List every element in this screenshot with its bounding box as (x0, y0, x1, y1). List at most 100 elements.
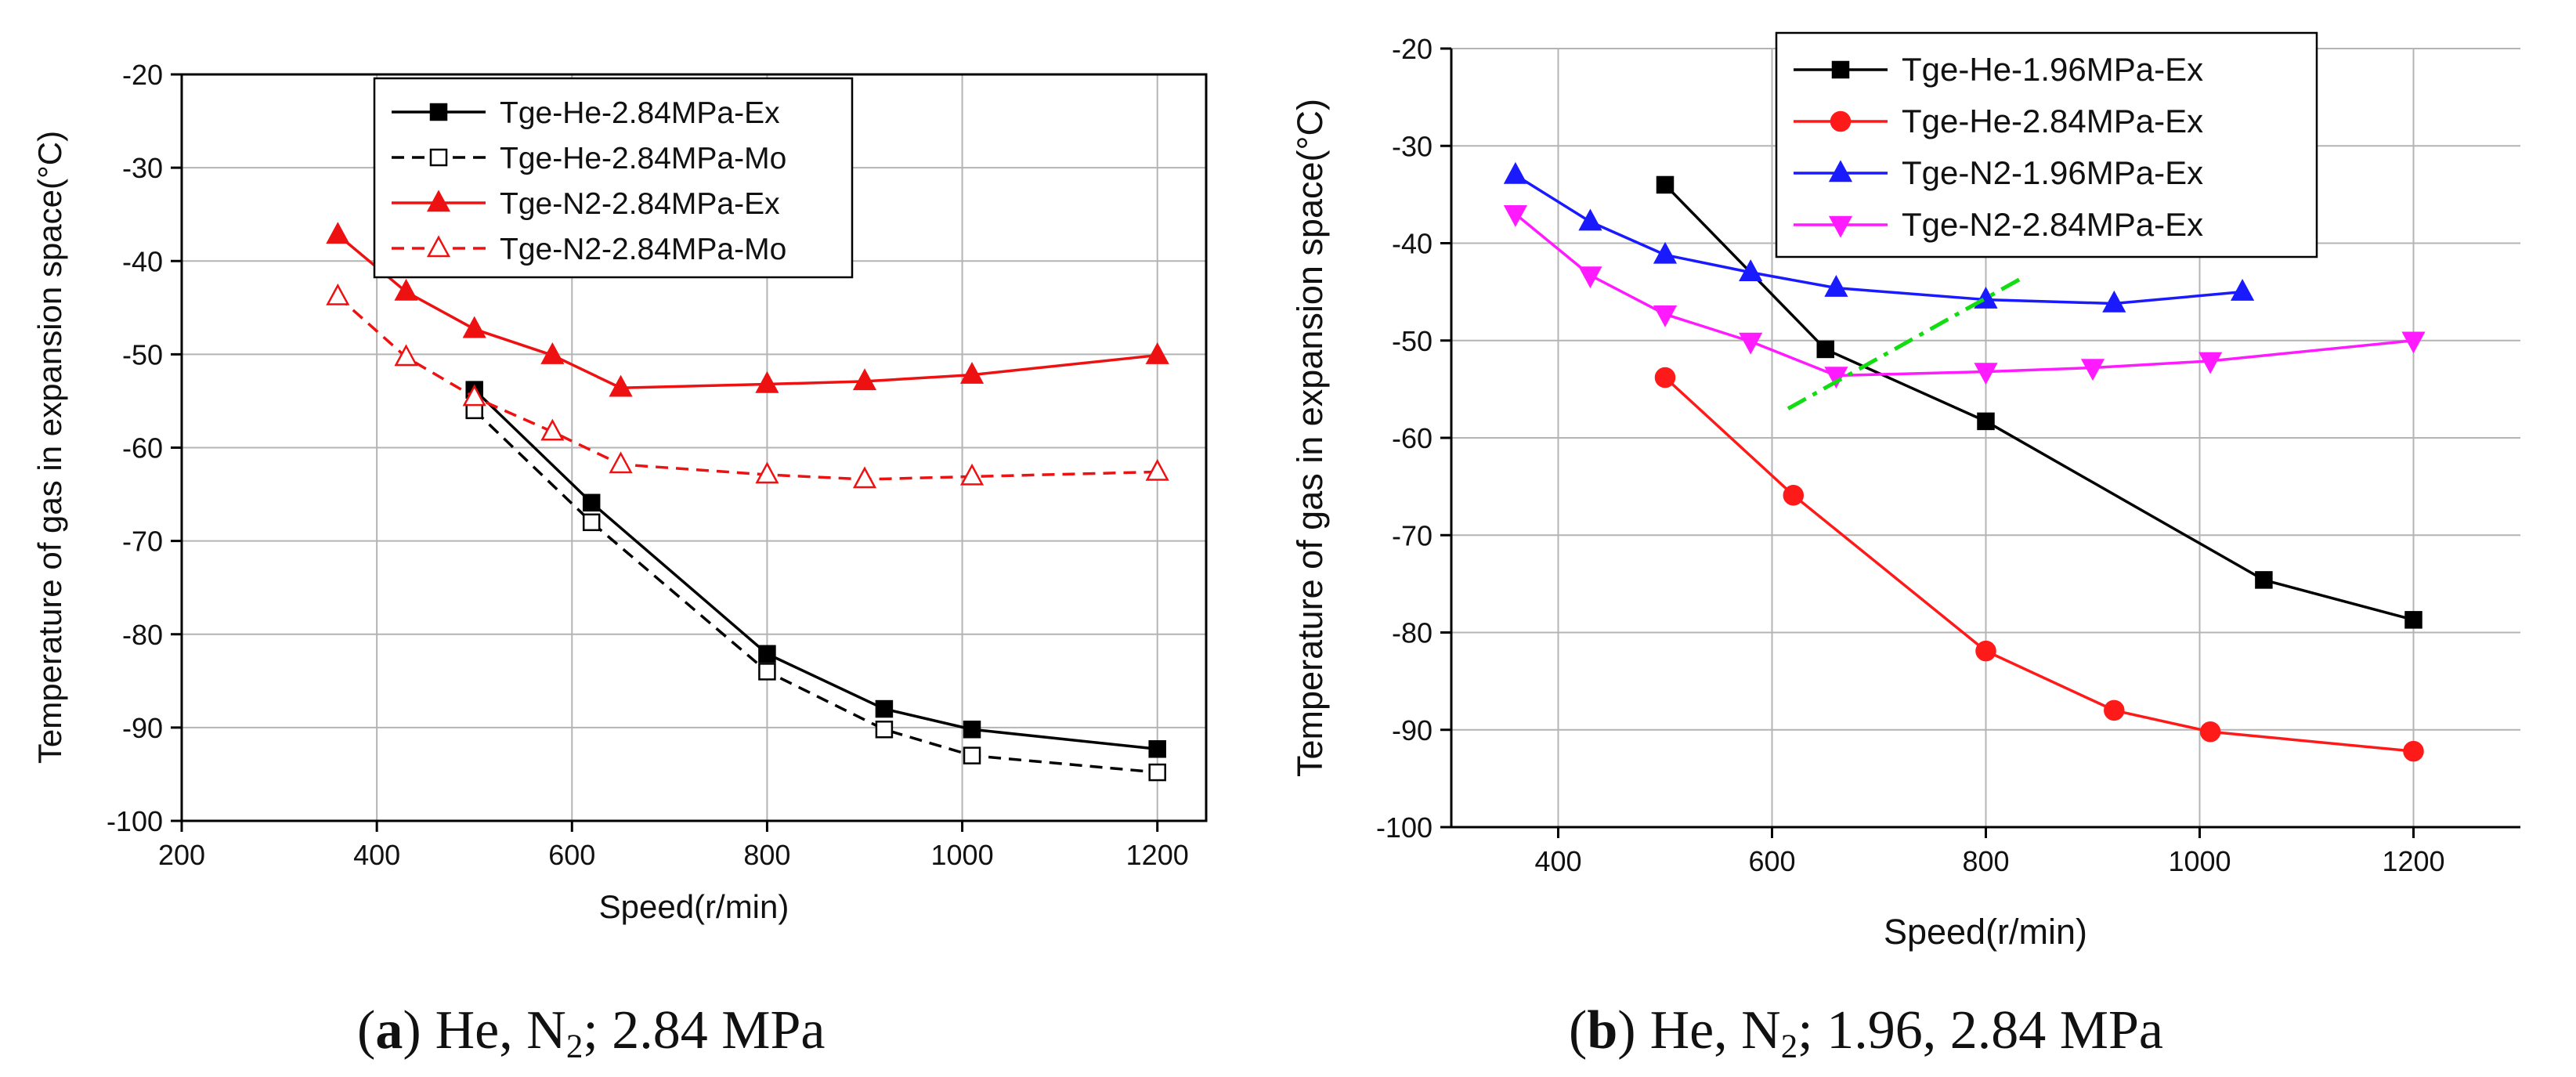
y-tick-label: -60 (1392, 422, 1433, 454)
panel-b-legend: Tge-He-1.96MPa-Ex Tge-He-2.84MPa-Ex Tge-N2… (1775, 31, 2318, 258)
series-line (473, 389, 1158, 751)
data-point (875, 721, 894, 739)
series-Tge-He-2.84MPa-Mo (465, 401, 1166, 782)
data-point (963, 721, 981, 739)
legend-item: Tge-He-2.84MPa-Ex (392, 96, 780, 130)
y-tick-label: -70 (1392, 519, 1433, 551)
y-tick-label: -30 (1392, 130, 1433, 162)
series-Tge-He-1.96MPa-Ex (1656, 175, 2422, 629)
x-tick-label: 400 (1534, 845, 1581, 877)
y-tick-label: -20 (1392, 33, 1433, 65)
y-tick-label: -100 (107, 805, 163, 837)
panel-b-x-axis-title: Speed(r/min) (1884, 912, 2087, 952)
data-point (2080, 359, 2105, 381)
data-point (1783, 485, 1805, 506)
x-tick-label: 800 (743, 839, 790, 871)
x-tick-label: 1000 (931, 839, 994, 871)
data-point (2231, 279, 2255, 301)
legend-marker (426, 190, 451, 212)
panel-a-chart: 200 400 600 800 1000 1200 -100 -90 -80 -70 -60 -50 -… (31, 59, 1208, 1065)
data-point (2104, 699, 2125, 721)
x-tick-label: 1200 (1126, 839, 1189, 871)
data-point (540, 418, 565, 441)
x-tick-label: 600 (548, 839, 595, 871)
data-point (1148, 740, 1166, 758)
panel-a-caption-letter: a (375, 1000, 403, 1061)
data-point (1145, 458, 1169, 481)
y-tick-label: -50 (1392, 325, 1433, 357)
data-point (326, 283, 350, 305)
panel-a-caption-open: ( (357, 1000, 375, 1061)
data-point (2102, 290, 2126, 313)
y-tick-label: -90 (1392, 714, 1433, 746)
data-point (1816, 340, 1834, 359)
data-point (1824, 275, 1848, 297)
data-point (959, 463, 985, 486)
series-Tge-N2-2.84MPa-Mo (326, 283, 1169, 489)
panel-b-caption-open: ( (1569, 1000, 1587, 1061)
data-point (1739, 332, 1763, 355)
legend-marker (1828, 215, 1853, 238)
y-tick-label: -40 (122, 245, 163, 277)
legend-item: Tge-N2-2.84MPa-Ex (1794, 206, 2203, 243)
panel-b-caption-letter: b (1587, 1000, 1617, 1061)
legend-label: Tge-He-1.96MPa-Ex (1902, 51, 2203, 88)
legend-item: Tge-He-2.84MPa-Mo (392, 142, 786, 175)
x-tick-label: 800 (1962, 845, 2009, 877)
data-point (1975, 640, 1996, 662)
legend-item: Tge-N2-1.96MPa-Ex (1794, 154, 2203, 191)
x-tick-label: 600 (1748, 845, 1795, 877)
data-point (462, 384, 486, 407)
trend-annotation-line (1787, 275, 2025, 410)
data-point (2404, 611, 2422, 629)
legend-label: Tge-N2-2.84MPa-Ex (500, 187, 780, 221)
legend-marker (429, 103, 448, 121)
panel-a-caption-suffix: ; 2.84 MPa (583, 1000, 825, 1061)
panel-b-chart: 400 600 800 1000 1200 -100 -90 -80 -70 -60 -50 -40 -… (1290, 31, 2520, 1065)
y-tick-label: -100 (1376, 811, 1433, 844)
panel-b-axes: 400 600 800 1000 1200 -100 -90 -80 -70 -60 -50 -40 -… (1376, 33, 2520, 877)
y-tick-label: -80 (1392, 617, 1433, 649)
legend-label: Tge-N2-2.84MPa-Mo (500, 233, 786, 266)
legend-marker (429, 148, 448, 167)
data-point (758, 663, 776, 681)
data-point (1578, 208, 1602, 231)
data-point (852, 466, 877, 489)
data-point (1145, 342, 1169, 364)
data-point (1977, 412, 1995, 431)
series-Tge-N2-2.84MPa-Ex (1503, 204, 2426, 389)
series-Tge-N2-1.96MPa-Ex (1503, 161, 2255, 313)
legend-label: Tge-He-2.84MPa-Mo (500, 142, 786, 175)
y-tick-label: -60 (122, 432, 163, 464)
data-point (2401, 331, 2426, 354)
series-Tge-He-2.84MPa-Ex (1654, 367, 2424, 762)
legend-label: Tge-He-2.84MPa-Ex (1902, 103, 2203, 139)
panel-b-caption-close: ) (1617, 1000, 1635, 1061)
data-point (2199, 721, 2221, 743)
data-point (1654, 367, 1676, 389)
panel-b-caption: (b) He, N2; 1.96, 2.84 MPa (1569, 1000, 2163, 1065)
data-point (1503, 204, 1527, 227)
legend-item: Tge-N2-2.84MPa-Mo (392, 233, 786, 266)
data-point (959, 361, 985, 384)
panel-a-caption: (a) He, N2; 2.84 MPa (357, 1000, 826, 1065)
data-point (755, 461, 779, 484)
legend-label: Tge-He-2.84MPa-Ex (500, 96, 780, 130)
data-point (755, 370, 779, 393)
panel-b-caption-suffix: ; 1.96, 2.84 MPa (1797, 1000, 2163, 1061)
panel-a-caption-close: ) (403, 1000, 421, 1061)
data-point (2255, 571, 2273, 589)
x-tick-label: 200 (158, 839, 205, 871)
legend-marker (426, 235, 451, 258)
legend-item: Tge-He-1.96MPa-Ex (1794, 51, 2203, 88)
series-Tge-N2-2.84MPa-Ex (326, 222, 1169, 397)
data-point (394, 278, 418, 301)
legend-marker (1830, 110, 1852, 132)
data-point (1824, 367, 1848, 389)
series-line (1664, 376, 2414, 753)
panel-b-y-axis-title: Temperature of gas in expansion space(°C… (1290, 99, 1330, 777)
panel-a-caption-sub: 2 (566, 1028, 583, 1065)
data-point (875, 699, 894, 718)
panel-a-y-axis-title: Temperature of gas in expansion space(°C… (31, 131, 68, 764)
